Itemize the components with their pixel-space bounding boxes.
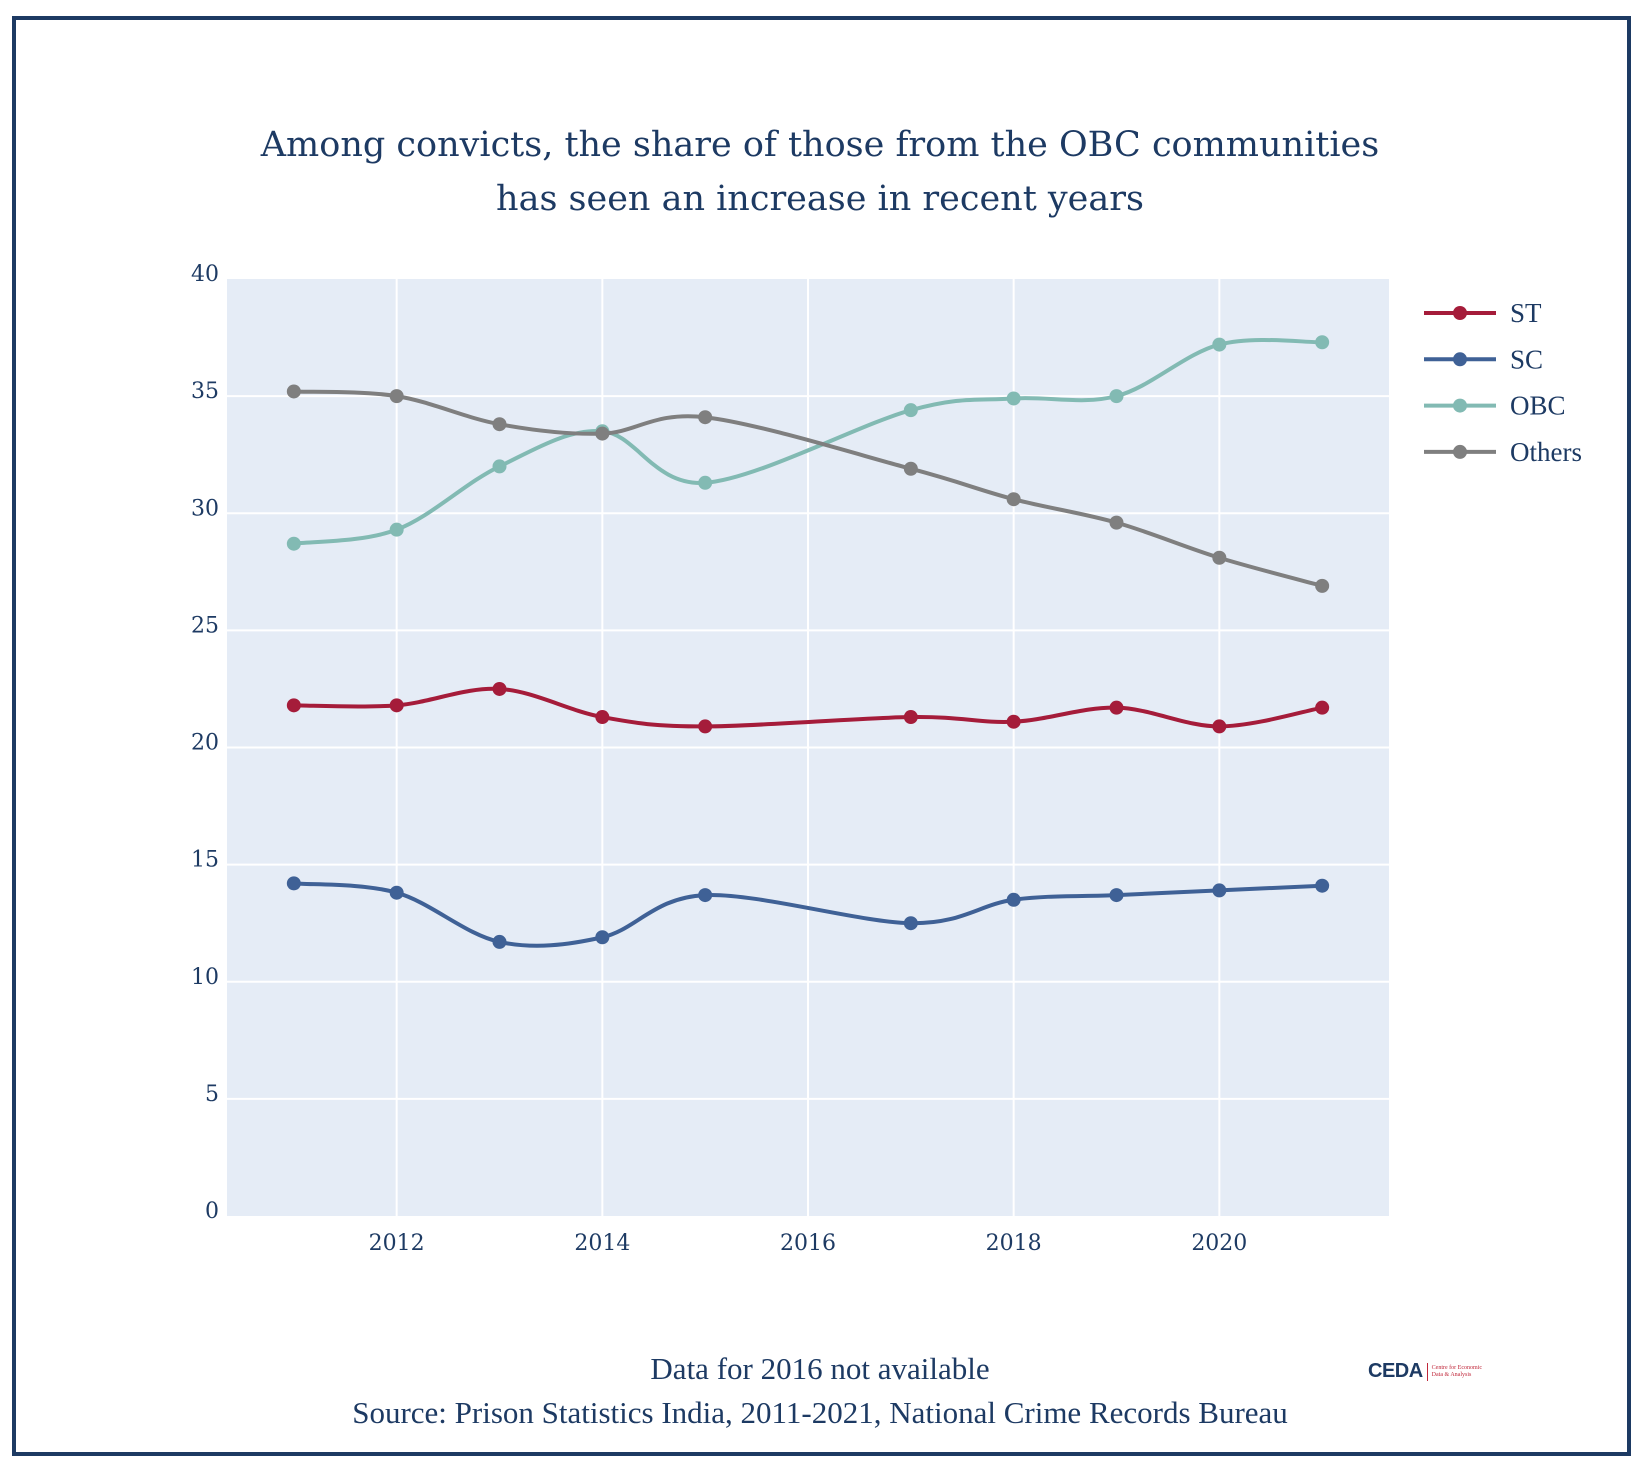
data-point-sc	[595, 930, 610, 945]
series-sc	[286, 876, 1330, 949]
data-point-sc	[1006, 892, 1021, 907]
series-others	[286, 384, 1330, 593]
chart-title: Among convicts, the share of those from …	[0, 118, 1640, 226]
series-line-sc	[291, 881, 1325, 948]
x-axis: 2012 2014 2016 2018 2020	[369, 1231, 1248, 1256]
data-point-obc	[1006, 391, 1021, 406]
y-tick-label: 40	[191, 262, 219, 287]
series-line-obc	[291, 338, 1325, 546]
data-point-sc	[1212, 883, 1227, 898]
legend-swatch-marker	[1453, 306, 1467, 320]
logo-divider	[1426, 1362, 1428, 1381]
y-tick-label: 10	[191, 965, 219, 990]
data-point-others	[1315, 578, 1330, 593]
chart-title-line-1: Among convicts, the share of those from …	[260, 125, 1380, 165]
data-point-obc	[1109, 389, 1124, 404]
logo-mark: CEDA	[1368, 1360, 1423, 1382]
data-point-st	[1006, 714, 1021, 729]
data-point-st	[698, 719, 713, 734]
data-point-others	[389, 389, 404, 404]
data-point-sc	[1315, 878, 1330, 893]
data-point-obc	[286, 536, 301, 551]
y-tick-label: 0	[205, 1199, 219, 1224]
x-tick-label: 2018	[986, 1231, 1042, 1256]
data-point-others	[1109, 515, 1124, 530]
data-point-obc	[698, 475, 713, 490]
y-tick-label: 25	[191, 613, 219, 638]
logo-text-line-2: Data & Analysis	[1431, 1371, 1472, 1378]
data-point-sc	[698, 888, 713, 903]
data-point-sc	[389, 885, 404, 900]
x-tick-label: 2016	[780, 1231, 836, 1256]
legend-swatch-marker	[1453, 398, 1467, 413]
x-tick-label: 2012	[369, 1231, 425, 1256]
y-axis: 0 5 10 15 20 25 30 35 40	[191, 262, 219, 1224]
data-point-sc	[1109, 888, 1124, 903]
data-point-obc	[903, 403, 918, 418]
x-tick-label: 2014	[574, 1231, 630, 1256]
ceda-logo: CEDA Centre for Economic Data & Analysis	[1368, 1360, 1482, 1383]
legend-label: Others	[1510, 437, 1582, 467]
series-line-others	[291, 389, 1325, 588]
legend-swatch-marker	[1453, 352, 1467, 367]
legend-swatch-marker	[1453, 444, 1467, 459]
legend: ST SC OBC Others	[1424, 298, 1582, 467]
data-point-obc	[389, 522, 404, 537]
y-tick-label: 5	[205, 1082, 219, 1107]
x-tick-label: 2020	[1191, 1231, 1247, 1256]
legend-label: SC	[1510, 344, 1543, 374]
logo-text-line-1: Centre for Economic	[1431, 1364, 1482, 1371]
data-point-st	[903, 710, 918, 725]
data-point-sc	[286, 876, 301, 891]
data-point-st	[286, 698, 301, 713]
data-point-others	[595, 426, 610, 441]
legend-item-obc[interactable]: OBC	[1424, 391, 1566, 421]
data-point-st	[1212, 719, 1227, 734]
data-point-obc	[1212, 337, 1227, 352]
data-point-others	[698, 410, 713, 425]
data-point-others	[286, 384, 301, 399]
data-point-obc	[1315, 335, 1330, 350]
data-point-others	[1212, 550, 1227, 565]
series-lines	[286, 335, 1330, 949]
y-tick-label: 15	[191, 848, 219, 873]
data-point-st	[595, 710, 610, 725]
series-obc	[286, 335, 1330, 551]
x-gridlines	[395, 279, 1221, 1216]
data-point-sc	[903, 916, 918, 931]
y-tick-label: 35	[191, 379, 219, 404]
series-st	[286, 681, 1330, 734]
source-note: Source: Prison Statistics India, 2011-20…	[352, 1395, 1288, 1430]
legend-label: ST	[1510, 298, 1542, 328]
chart-frame	[12, 16, 1631, 1456]
logo-text: Centre for Economic Data & Analysis	[1432, 1365, 1482, 1379]
data-point-others	[1006, 492, 1021, 507]
data-point-others	[903, 461, 918, 476]
y-tick-label: 20	[191, 731, 219, 756]
chart-title-line-2: has seen an increase in recent years	[496, 179, 1144, 219]
legend-item-others[interactable]: Others	[1424, 437, 1582, 467]
data-point-others	[492, 417, 507, 432]
data-point-sc	[492, 934, 507, 949]
legend-item-sc[interactable]: SC	[1424, 344, 1543, 374]
data-point-obc	[492, 459, 507, 474]
legend-item-st[interactable]: ST	[1424, 298, 1542, 328]
series-line-st	[291, 686, 1325, 729]
data-point-st	[389, 698, 404, 713]
data-note: Data for 2016 not available	[650, 1351, 990, 1386]
legend-label: OBC	[1510, 391, 1566, 421]
data-point-st	[1315, 700, 1330, 715]
data-point-st	[492, 681, 507, 696]
y-tick-label: 30	[191, 496, 219, 521]
data-point-st	[1109, 700, 1124, 715]
